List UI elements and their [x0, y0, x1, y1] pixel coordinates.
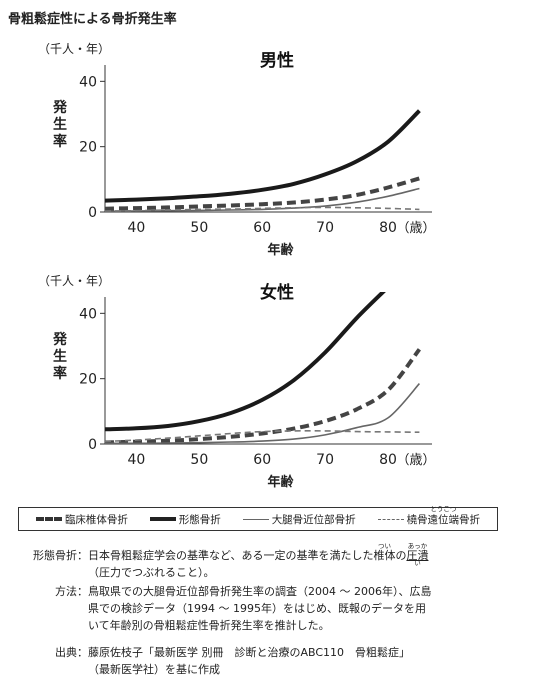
legend-swatch-thin-dash: [377, 518, 404, 520]
note-line: 日本骨粗鬆症学会の基準など、ある一定の基準を満たした つい 椎体の あっかい 圧潰: [88, 542, 522, 567]
note-text: の: [395, 549, 407, 562]
note-text: 日本骨粗鬆症学会の基準など、ある一定の基準を満たした: [88, 549, 374, 562]
panel-title: 女性: [260, 282, 294, 303]
y-tick-label: 0: [88, 205, 97, 221]
note-label: 出典：: [55, 646, 88, 659]
y-tick-label: 20: [79, 372, 97, 388]
series-line-4: [105, 206, 420, 212]
panel-title: 男性: [260, 50, 294, 71]
y-axis-label-char: 発: [52, 99, 68, 116]
legend-item-distal-radius: とうこつ 橈骨遠位端骨折: [377, 505, 481, 527]
x-tick-label: 60: [253, 452, 271, 468]
note-line: 県での検診データ（1994 ～ 1995年）をはじめ、既報のデータを用: [88, 602, 426, 615]
y-tick-label: 0: [88, 437, 97, 453]
legend-swatch-thick-solid: [149, 517, 176, 521]
x-tick-label: 50: [190, 452, 208, 468]
chart-legend: 臨床椎体骨折 形態骨折 大腿骨近位部骨折 とうこつ 橈骨遠位端骨折: [18, 505, 498, 531]
note-body: 藤原佐枝子「最新医学 別冊 診断と治療のABC110 骨粗鬆症」 （最新医学社）…: [88, 644, 522, 678]
note-line: （最新医学社）を基に作成: [88, 663, 220, 676]
note-body: 鳥取県での大腿骨近位部骨折発生率の調査（2004 ～ 2006年）、広島 県での…: [88, 583, 522, 634]
female-plot-area: 0 20 40 40 50 60 70 80 （歳） 年齢 （千人・年） 発生率 女性: [38, 274, 435, 490]
x-tick-label: 70: [316, 452, 334, 468]
note-text: 椎体: [373, 549, 396, 562]
note-line: いて年齢別の骨粗鬆症性骨折発生率を推計した。: [88, 619, 330, 632]
male-chart: 0 20 40 40 50 60 70 80 （歳） 年齢 （千人・年） 発生率 男性: [38, 42, 435, 258]
note-source: 出典： 藤原佐枝子「最新医学 別冊 診断と治療のABC110 骨粗鬆症」 （最新…: [22, 644, 522, 678]
legend-swatch-thin-solid: [242, 518, 269, 520]
note-line: 藤原佐枝子「最新医学 別冊 診断と治療のABC110 骨粗鬆症」: [88, 646, 411, 659]
note-label: 形態骨折：: [33, 549, 88, 562]
note-text: 圧潰: [406, 549, 429, 562]
series-line-2: [105, 292, 386, 432]
legend-swatch-thick-dash: [35, 517, 62, 521]
x-tick-label: 60: [253, 220, 271, 236]
note-line: 鳥取県での大腿骨近位部骨折発生率の調査（2004 ～ 2006年）、広島: [88, 585, 432, 598]
legend-label-with-ruby: とうこつ 橈骨遠位端骨折: [406, 505, 481, 527]
ruby-word: つい 椎体: [373, 542, 396, 564]
x-unit-label: （歳）: [396, 453, 435, 468]
y-axis-label-char: 生: [53, 116, 67, 133]
y-axis-label-char: 発: [52, 331, 68, 348]
legend-item-hip: 大腿骨近位部骨折: [242, 512, 356, 527]
x-tick-label: 40: [128, 220, 146, 236]
ruby-text: つい: [377, 542, 391, 550]
x-tick-label: 80: [379, 452, 397, 468]
x-tick-label: 80: [379, 220, 397, 236]
y-unit-label: （千人・年）: [38, 42, 110, 56]
series-line-2: [105, 109, 421, 203]
note-method: 方法： 鳥取県での大腿骨近位部骨折発生率の調査（2004 ～ 2006年）、広島…: [22, 583, 522, 634]
series-line-1: [105, 348, 421, 444]
note-line: （圧力でつぶれること）。: [88, 566, 215, 579]
female-chart: 0 20 40 40 50 60 70 80 （歳） 年齢 （千人・年） 発生率 女性: [38, 274, 435, 490]
note-morph: 形態骨折： 日本骨粗鬆症学会の基準など、ある一定の基準を満たした つい 椎体の あっか…: [22, 542, 522, 581]
x-tick-label: 50: [190, 220, 208, 236]
y-tick-label: 20: [79, 140, 97, 156]
note-label: 方法：: [55, 585, 88, 598]
y-axis-label-char: 生: [53, 348, 67, 365]
y-tick-label: 40: [79, 74, 97, 90]
legend-ruby: とうこつ: [430, 504, 457, 513]
legend-label: 大腿骨近位部骨折: [271, 513, 356, 526]
x-axis-label: 年齢: [267, 242, 294, 258]
legend-item-morphometric: 形態骨折: [149, 512, 221, 527]
note-body: 日本骨粗鬆症学会の基準など、ある一定の基準を満たした つい 椎体の あっかい 圧潰 （圧…: [88, 542, 522, 581]
x-tick-label: 70: [316, 220, 334, 236]
series-line-4: [105, 430, 420, 443]
y-unit-label: （千人・年）: [38, 274, 110, 288]
y-axis-label-char: 率: [53, 365, 67, 382]
figure-title: 骨粗鬆症性による骨折発生率: [8, 12, 177, 27]
male-plot-area: 0 20 40 40 50 60 70 80 （歳） 年齢 （千人・年） 発生率 男性: [38, 42, 435, 258]
legend-label: 形態骨折: [178, 513, 221, 526]
legend-label: 橈骨遠位端骨折: [406, 513, 481, 526]
legend-item-clinical-vertebral: 臨床椎体骨折: [35, 512, 128, 527]
y-tick-label: 40: [79, 306, 97, 322]
ruby-word: あっかい 圧潰: [406, 542, 429, 567]
series-line-3: [105, 383, 420, 444]
y-axis-label-char: 率: [53, 133, 67, 150]
x-unit-label: （歳）: [396, 221, 435, 236]
notes: 形態骨折： 日本骨粗鬆症学会の基準など、ある一定の基準を満たした つい 椎体の あっか…: [22, 542, 522, 680]
x-tick-label: 40: [128, 452, 146, 468]
legend-label: 臨床椎体骨折: [64, 513, 128, 526]
series-line-1: [105, 176, 420, 211]
ruby-text: あっかい: [407, 542, 428, 567]
x-axis-label: 年齢: [267, 474, 294, 490]
